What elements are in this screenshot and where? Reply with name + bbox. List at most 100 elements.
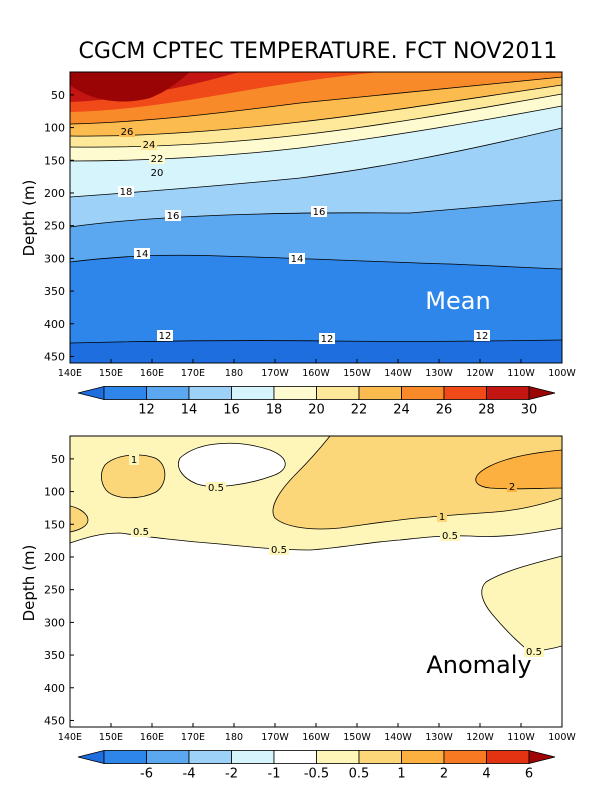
x-tick-label: 160E <box>140 368 164 379</box>
svg-text:18: 18 <box>120 187 133 198</box>
contour-label: 0.5 <box>440 530 460 542</box>
colorbar-swatch <box>103 750 147 764</box>
contour-label: 24 <box>141 139 157 151</box>
mean-panel-label: Mean <box>425 287 490 315</box>
contour-label: 16 <box>165 210 181 222</box>
svg-text:0.5: 0.5 <box>271 545 287 556</box>
contour-label: 12 <box>319 333 335 345</box>
colorbar-swatch <box>486 750 530 764</box>
colorbar-swatch <box>188 750 232 764</box>
anomaly-region-2 <box>475 449 562 490</box>
contour-label: 26 <box>119 126 135 138</box>
y-tick-label: 450 <box>44 350 65 363</box>
svg-text:0.5: 0.5 <box>133 527 149 538</box>
anomaly-region-1-east <box>272 436 562 530</box>
y-tick-label: 350 <box>44 649 65 662</box>
contour-label: 1 <box>437 511 447 523</box>
x-tick-label: 140E <box>58 732 82 743</box>
colorbar-swatch <box>443 750 487 764</box>
colorbar-swatch <box>486 386 530 400</box>
contour-label: 1 <box>129 454 139 466</box>
colorbar-swatch <box>273 750 317 764</box>
mean-contour-20 <box>70 105 562 162</box>
anomaly-region-1-edge <box>70 505 89 533</box>
contour-label: 16 <box>311 206 327 218</box>
mean-contour-26 <box>70 76 562 125</box>
x-tick-label: 160W <box>302 368 330 379</box>
colorbar-swatch <box>231 386 275 400</box>
colorbar-label: -0.5 <box>304 767 329 782</box>
colorbar-swatch <box>316 386 360 400</box>
contour-label: 2 <box>507 481 517 493</box>
colorbar-swatch <box>401 750 445 764</box>
x-tick-label: 130W <box>425 732 453 743</box>
y-tick-label: 200 <box>44 187 65 200</box>
colorbar-label: 20 <box>308 403 325 418</box>
anomaly-region-0.5-deep <box>481 555 562 653</box>
colorbar-arrow-right <box>528 385 556 401</box>
svg-text:12: 12 <box>321 334 334 345</box>
x-tick-label: 170E <box>181 732 205 743</box>
contour-label: 0.5 <box>206 482 226 494</box>
colorbar-arrow-left <box>77 385 105 401</box>
colorbar-swatch <box>146 750 190 764</box>
x-tick-label: 170E <box>181 368 205 379</box>
x-tick-label: 160E <box>140 732 164 743</box>
anomaly-axes: 140E 150E 160E 170E 180 170W 160W 150W 140W 130W 1… <box>44 453 576 743</box>
y-tick-label: 450 <box>44 714 65 727</box>
x-tick-label: 100W <box>548 732 576 743</box>
svg-text:12: 12 <box>159 331 172 342</box>
x-tick-label: 170W <box>261 732 289 743</box>
colorbar-label: 12 <box>138 403 155 418</box>
contour-label: 20 <box>149 167 165 179</box>
colorbar-swatch <box>358 386 402 400</box>
y-tick-label: 350 <box>44 285 65 298</box>
svg-text:0.5: 0.5 <box>526 647 542 658</box>
contour-label: 0.5 <box>131 526 151 538</box>
x-tick-label: 100W <box>548 368 576 379</box>
mean-colorbar: 12 14 16 18 20 22 24 26 28 30 <box>77 385 556 418</box>
colorbar-swatch <box>401 386 445 400</box>
colorbar-label: 16 <box>223 403 240 418</box>
y-tick-label: 300 <box>44 252 65 265</box>
x-tick-label: 110W <box>507 368 535 379</box>
colorbar-label: 28 <box>478 403 495 418</box>
svg-text:16: 16 <box>313 207 326 218</box>
x-tick-label: 170W <box>261 368 289 379</box>
colorbar-label: 24 <box>393 403 410 418</box>
mean-band-max <box>70 72 190 102</box>
anomaly-region-1-west <box>100 454 166 499</box>
y-tick-label: 250 <box>44 220 65 233</box>
colorbar-swatch <box>188 386 232 400</box>
contour-label: 12 <box>157 330 173 342</box>
colorbar-label: 22 <box>351 403 368 418</box>
contour-label: 12 <box>474 330 490 342</box>
colorbar-swatch <box>273 386 317 400</box>
colorbar-swatch <box>316 750 360 764</box>
svg-text:14: 14 <box>291 254 304 265</box>
mean-contour-lines <box>70 76 562 344</box>
colorbar-label: 2 <box>440 767 448 782</box>
svg-text:26: 26 <box>121 127 134 138</box>
x-tick-label: 140W <box>384 732 412 743</box>
y-tick-label: 300 <box>44 616 65 629</box>
x-tick-label: 150W <box>343 368 371 379</box>
mean-y-axis-label: Depth (m) <box>20 180 38 257</box>
colorbar-label: 6 <box>525 767 533 782</box>
contour-label: 0.5 <box>524 646 544 658</box>
colorbar-label: 1 <box>397 767 405 782</box>
colorbar-swatch <box>103 386 147 400</box>
colorbar-swatch <box>443 386 487 400</box>
x-tick-label: 110W <box>507 732 535 743</box>
colorbar-label: -2 <box>225 767 238 782</box>
svg-text:0.5: 0.5 <box>442 531 458 542</box>
contour-label: 18 <box>118 186 134 198</box>
colorbar-swatch <box>146 386 190 400</box>
colorbar-label: 14 <box>181 403 198 418</box>
colorbar-label: -6 <box>140 767 153 782</box>
x-tick-label: 150E <box>99 368 123 379</box>
x-tick-label: 150W <box>343 732 371 743</box>
svg-text:1: 1 <box>439 512 445 523</box>
svg-text:1: 1 <box>131 455 137 466</box>
